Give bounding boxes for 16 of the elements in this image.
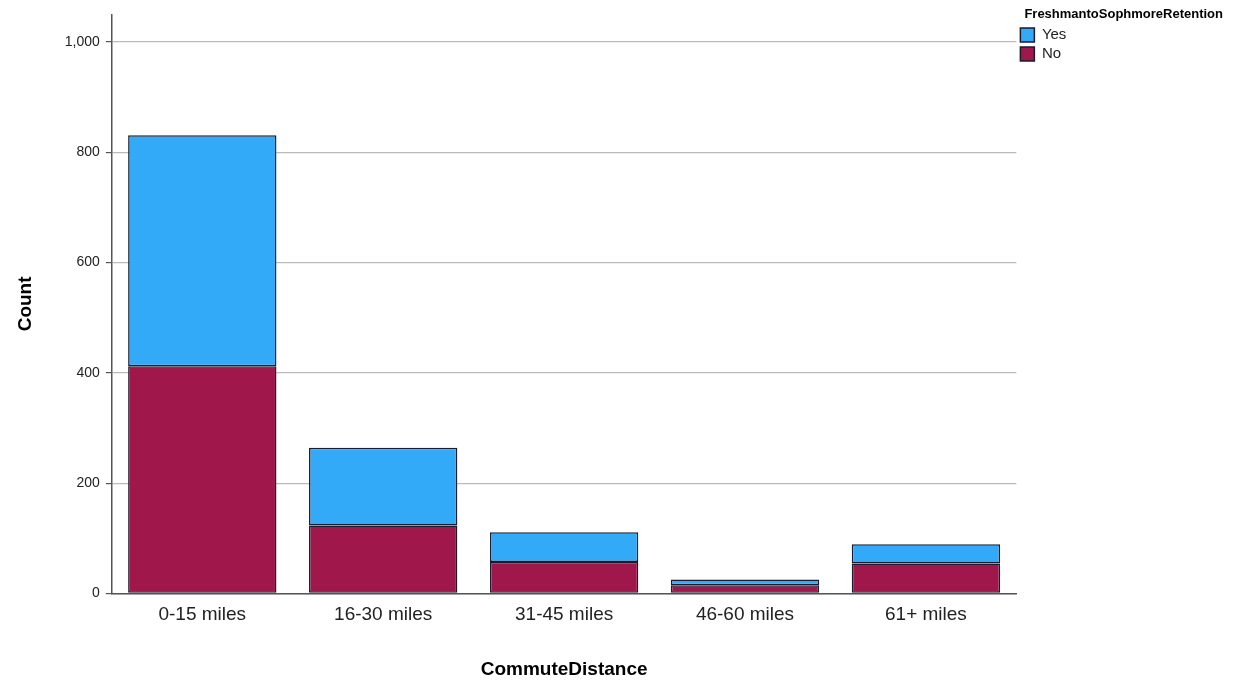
y-tick-label: 200	[76, 473, 101, 490]
x-tick-label: 0-15 miles	[158, 603, 247, 625]
legend-label: No	[1041, 44, 1062, 62]
y-tick-label: 600	[76, 253, 101, 270]
x-tick-label: 16-30 miles	[334, 603, 433, 625]
legend-title: FreshmantoSophmoreRetention	[1024, 6, 1224, 22]
x-tick-label: 31-45 miles	[515, 603, 614, 625]
y-tick-label: 800	[76, 143, 101, 160]
x-axis-title: CommuteDistance	[480, 657, 648, 679]
y-tick-label: 0	[92, 584, 101, 601]
legend-label: Yes	[1041, 25, 1067, 43]
y-axis-title: Count	[13, 275, 35, 332]
y-tick-label: 400	[76, 363, 101, 380]
y-tick-label: 1,000	[64, 32, 101, 49]
x-tick-label: 46-60 miles	[695, 603, 795, 625]
x-tick-label: 61+ miles	[884, 603, 967, 625]
